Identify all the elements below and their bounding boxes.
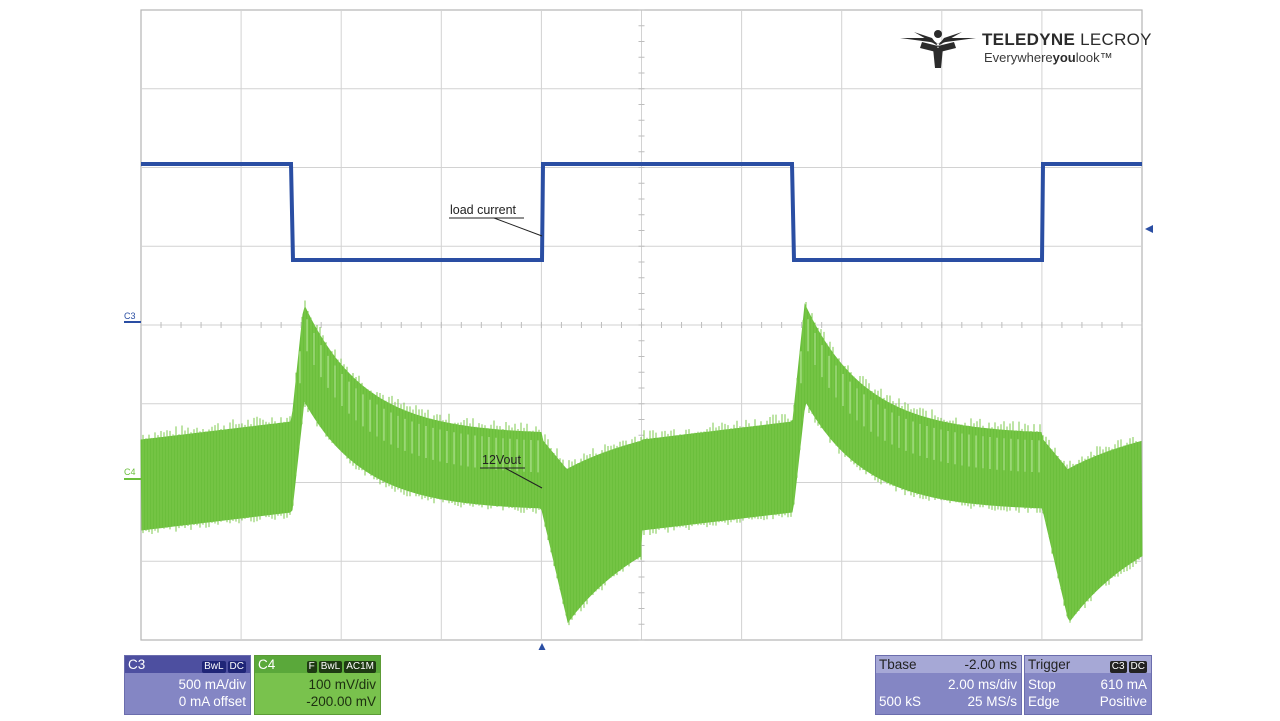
c3-offset: 0 mA offset — [178, 694, 246, 709]
channel-4-spikes — [142, 300, 1140, 626]
c3-name: C3 — [128, 657, 146, 672]
load-current-label: load current — [450, 203, 517, 217]
lecroy-bird-icon — [900, 30, 976, 68]
channel-4-ground-marker[interactable]: C4 — [124, 467, 141, 480]
svg-text:C4: C4 — [124, 467, 136, 477]
trigger-label: Trigger — [1028, 657, 1071, 672]
c4-coupling-badge: AC1M — [344, 661, 376, 673]
vout-annotation: 12Vout — [480, 453, 543, 489]
vout-label: 12Vout — [482, 453, 521, 467]
c3-bwl-badge: BwL — [202, 661, 226, 673]
logo-wordmark: TELEDYNE LECROY — [982, 30, 1152, 49]
scope-screen: load current 12Vout C3 C4 — [124, 9, 1153, 650]
c3-scale: 500 mA/div — [178, 677, 246, 692]
c4-name: C4 — [258, 657, 276, 672]
c4-filter-badge: F — [306, 661, 317, 673]
channel-3-trace — [141, 162, 1142, 262]
tbase-delay: -2.00 ms — [964, 657, 1017, 672]
trigger-level-marker[interactable] — [1145, 225, 1153, 233]
channel-3-descriptor[interactable]: C3 BwL DC 500 mA/div 0 mA offset — [124, 655, 251, 715]
c4-offset: -200.00 mV — [306, 694, 376, 709]
logo-tagline: Everywhereyoulook™ — [984, 50, 1113, 65]
c3-dc-badge: DC — [227, 661, 246, 673]
tbase-rate: 25 MS/s — [967, 694, 1017, 709]
load-current-annotation: load current — [449, 203, 543, 237]
trigger-type: Edge — [1028, 694, 1060, 709]
trigger-position-marker[interactable] — [538, 643, 546, 650]
trigger-mode: Stop — [1028, 677, 1056, 692]
trigger-slope: Positive — [1099, 694, 1147, 709]
c4-bwl-badge: BwL — [318, 661, 343, 673]
tbase-timebase: 2.00 ms/div — [947, 677, 1017, 692]
c4-scale: 100 mV/div — [308, 677, 376, 692]
trigger-descriptor[interactable]: Trigger C3 DC Stop 610 mA Edge Positive — [1024, 655, 1152, 715]
tbase-label: Tbase — [879, 657, 917, 672]
channel-4-descriptor[interactable]: C4 F BwL AC1M 100 mV/div -200.00 mV — [254, 655, 381, 715]
trigger-level: 610 mA — [1100, 677, 1147, 692]
timebase-descriptor[interactable]: Tbase -2.00 ms 2.00 ms/div 500 kS 25 MS/… — [875, 655, 1022, 715]
teledyne-lecroy-logo: TELEDYNE LECROY Everywhereyoulook™ — [900, 28, 1152, 70]
channel-3-ground-marker[interactable]: C3 — [124, 311, 141, 323]
trigger-source-badge: C3 — [1109, 661, 1127, 673]
tbase-samples: 500 kS — [879, 694, 922, 709]
trigger-coupling-badge: DC — [1128, 661, 1147, 673]
svg-text:C3: C3 — [124, 311, 136, 321]
